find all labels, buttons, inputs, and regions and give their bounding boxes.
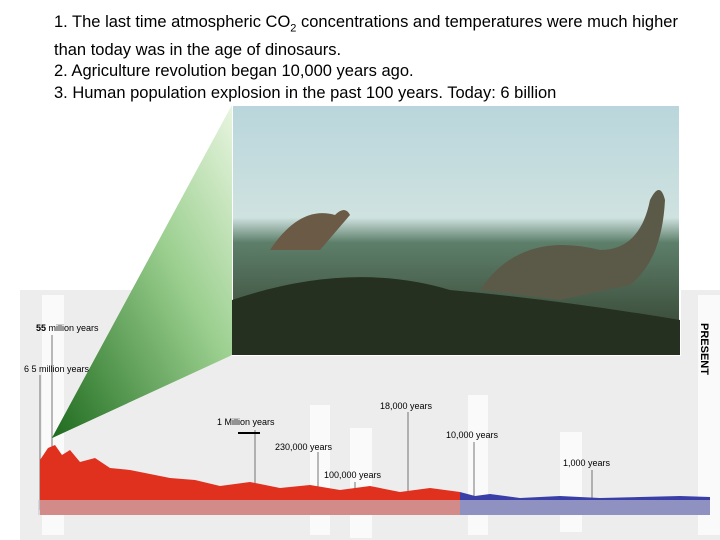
label-1m: 1 Million years <box>217 417 275 427</box>
column <box>698 295 720 535</box>
label-1k: 1,000 years <box>563 458 611 468</box>
label-present: PRESENT <box>698 323 710 375</box>
label-100k: 100,000 years <box>324 470 382 480</box>
bullet-points: 1. The last time atmospheric CO2 concent… <box>54 12 704 104</box>
label-230k: 230,000 years <box>275 442 333 452</box>
point-1: 1. The last time atmospheric CO2 concent… <box>54 12 704 61</box>
foliage <box>232 277 680 355</box>
dinosaur <box>480 190 665 300</box>
axis-strip <box>38 500 710 515</box>
red-curve <box>40 445 460 515</box>
label-10k: 10,000 years <box>446 430 499 440</box>
label-65: 6 5 million years <box>24 364 90 374</box>
point-text: concentrations and temperatures were muc… <box>54 13 678 59</box>
subscript: 2 <box>290 22 297 35</box>
point-3: 3. Human population explosion in the pas… <box>54 83 557 102</box>
label-18k: 18,000 years <box>380 401 433 411</box>
column <box>350 428 372 538</box>
column <box>560 432 582 532</box>
point-text: 1. The last time atmospheric CO <box>54 13 291 31</box>
point-2: 2. Agriculture revolution began 10,000 y… <box>54 62 414 81</box>
label-55-rest: million years <box>46 323 99 333</box>
label-55-number: 55 <box>36 323 46 333</box>
zoom-wedge-front <box>52 105 232 438</box>
dinosaur <box>270 210 350 250</box>
label-55: 55 million years <box>36 323 99 333</box>
